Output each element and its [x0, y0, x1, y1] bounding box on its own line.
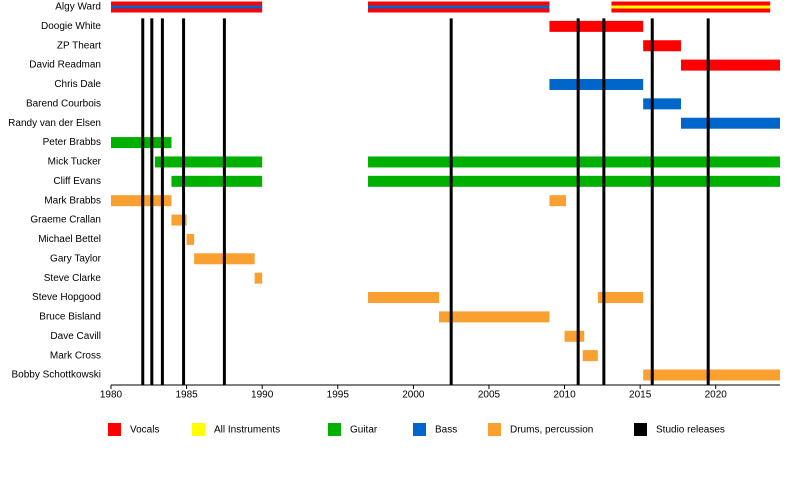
member-label: Peter Brabbs [43, 137, 101, 148]
tenure-bar [111, 195, 172, 207]
tenure-bar [549, 20, 644, 32]
tenure-bar [439, 311, 550, 323]
tenure-bar [368, 175, 780, 187]
legend-label: All Instruments [214, 425, 280, 436]
member-label: Algy Ward [55, 2, 101, 13]
legend-swatch [328, 423, 341, 436]
tenure-bar [549, 195, 567, 207]
legend-swatch [108, 423, 121, 436]
legend-label: Guitar [350, 425, 378, 436]
tenure-bar [171, 175, 263, 187]
tenure-bar [171, 214, 187, 226]
legend-swatch [192, 423, 205, 436]
member-label: Chris Dale [54, 79, 101, 90]
tenure-bar [643, 98, 681, 110]
member-label: Cliff Evans [53, 176, 101, 187]
tenure-bar [597, 292, 644, 304]
member-label: Mark Brabbs [44, 195, 101, 206]
member-label: Dave Cavill [50, 331, 101, 342]
x-tick-label: 2020 [705, 390, 728, 401]
member-label: Graeme Crallan [30, 215, 101, 226]
tenure-bar [643, 40, 681, 52]
member-label: Michael Bettel [38, 234, 101, 245]
x-tick-label: 2005 [478, 390, 501, 401]
tenure-bar [643, 369, 780, 381]
tenure-bar [368, 156, 780, 168]
tenure-bar [680, 59, 780, 71]
legend-swatch [488, 423, 501, 436]
x-tick-label: 1990 [251, 390, 274, 401]
x-tick-label: 1995 [327, 390, 350, 401]
tenure-bar [564, 330, 585, 342]
legend-swatch [413, 423, 426, 436]
tenure-bar [368, 292, 440, 304]
member-label: David Readman [29, 60, 101, 71]
tenure-bar [254, 272, 263, 284]
legend-label: Studio releases [656, 425, 725, 436]
tenure-bar [680, 117, 780, 129]
legend-label: Vocals [130, 425, 159, 436]
x-tick-label: 2015 [629, 390, 652, 401]
tenure-bar [582, 350, 598, 362]
tenure-bar [549, 78, 644, 90]
member-label: Doogie White [41, 21, 101, 32]
member-label: Randy van der Elsen [8, 118, 101, 129]
x-tick-label: 1980 [100, 390, 123, 401]
tenure-bar [611, 5, 771, 9]
tenure-bar [111, 5, 263, 9]
x-tick-label: 2000 [402, 390, 425, 401]
legend-label: Bass [435, 425, 457, 436]
member-label: Mick Tucker [48, 157, 102, 168]
tenure-bar [186, 233, 195, 245]
member-label: Bruce Bisland [39, 312, 101, 323]
tenure-bar [154, 156, 263, 168]
x-tick-label: 2010 [553, 390, 576, 401]
tenure-bar [368, 5, 550, 9]
tenure-bar [111, 137, 172, 149]
legend-label: Drums, percussion [510, 425, 593, 436]
member-label: Steve Clarke [44, 273, 102, 284]
member-label: Mark Cross [50, 350, 101, 361]
member-label: ZP Theart [57, 40, 101, 51]
member-label: Barend Courbois [26, 98, 101, 109]
member-label: Gary Taylor [50, 253, 102, 264]
member-label: Steve Hopgood [32, 292, 101, 303]
member-label: Bobby Schottkowski [12, 370, 102, 381]
legend-swatch [634, 423, 647, 436]
x-tick-label: 1985 [175, 390, 198, 401]
